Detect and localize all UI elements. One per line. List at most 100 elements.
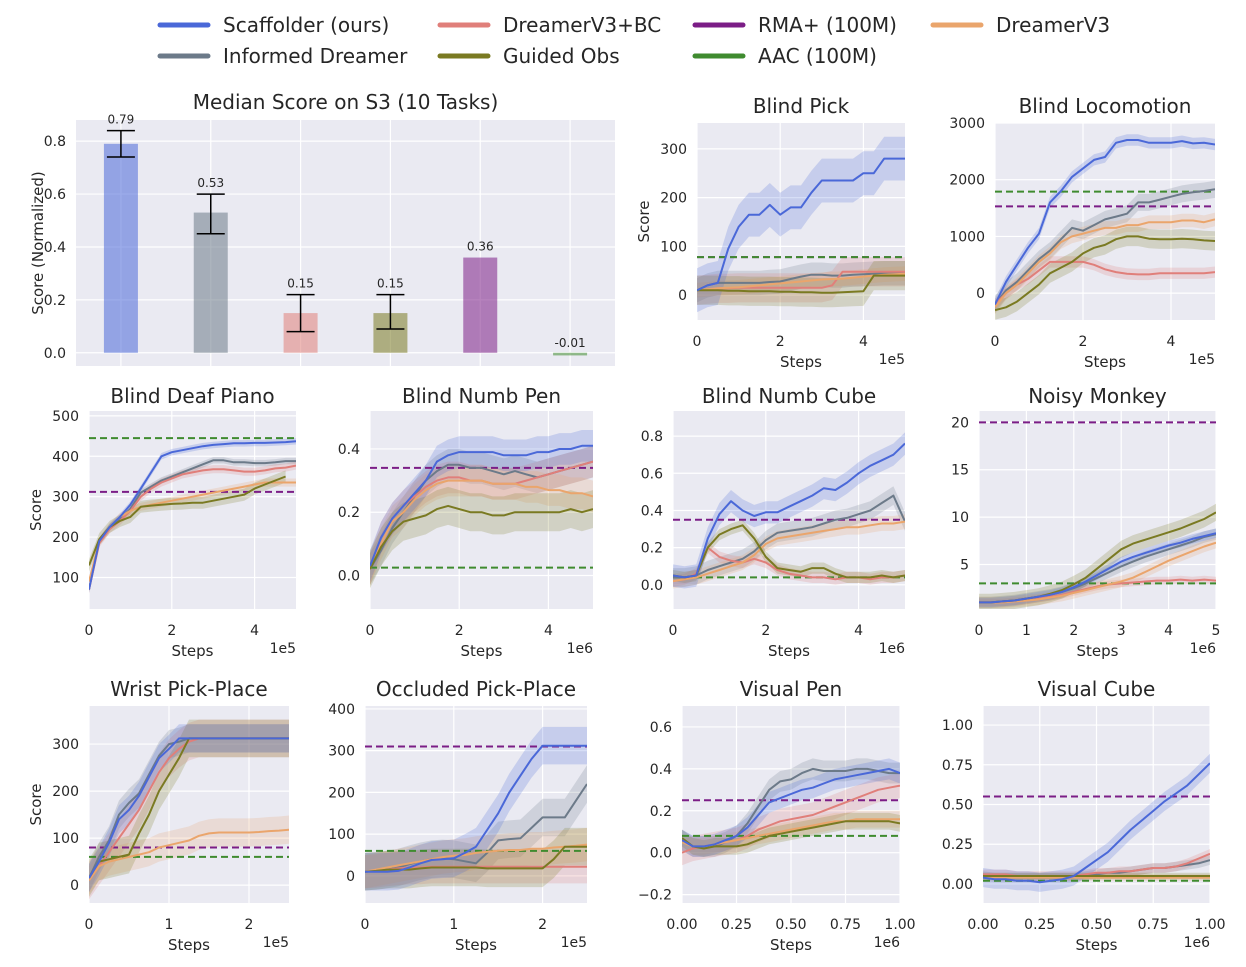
y-tick-label: −0.2	[638, 888, 672, 904]
y-tick-label: 300	[52, 737, 79, 753]
y-tick-label: 0	[976, 286, 985, 302]
y-tick-label: 0.75	[942, 758, 973, 774]
x-axis-label: Steps	[770, 936, 812, 954]
x-multiplier: 1e6	[879, 641, 906, 657]
x-tick-label: 2	[761, 623, 770, 639]
bar-scaffolder	[103, 143, 138, 353]
x-multiplier: 1e6	[1190, 641, 1217, 657]
confidence-band-bc	[365, 850, 587, 889]
x-tick-label: 0	[975, 623, 984, 639]
x-tick-label: 0.25	[1024, 917, 1055, 933]
y-tick-label: 1000	[949, 229, 985, 245]
panel-title: Blind Numb Pen	[402, 384, 561, 408]
series-line-guided	[370, 504, 593, 570]
panel-title: Visual Cube	[1038, 677, 1156, 701]
confidence-band-dv3	[365, 827, 587, 889]
legend-label: Informed Dreamer	[223, 44, 408, 68]
x-tick-label: 3	[1117, 623, 1126, 639]
x-multiplier: 1e6	[1184, 935, 1211, 951]
series-line-guided	[673, 524, 905, 579]
confidence-band-scaffolder	[979, 528, 1216, 608]
x-tick-label: 5	[1212, 623, 1221, 639]
y-tick-label: 10	[951, 510, 969, 526]
confidence-band-guided	[89, 719, 289, 897]
panel-blind-numb-cube: Blind Numb Cube 0.0 0.2 0.4 0.6 0.8 0 2 4 Steps 1e…	[641, 384, 905, 660]
bar-rma	[463, 257, 498, 353]
series-line-guided	[89, 475, 286, 566]
panel-noisy-monkey: Noisy Monkey 5 10 15 20 0 1 2 3 4 5 Steps 1e6	[951, 384, 1220, 660]
y-tick-label: 1.00	[942, 718, 973, 734]
y-tick-label: 100	[328, 827, 355, 843]
x-axis-label: Steps	[168, 936, 210, 954]
y-tick-label: 0	[678, 288, 687, 304]
x-tick-label: 0	[361, 917, 370, 933]
legend-label: Scaffolder (ours)	[223, 13, 389, 37]
x-axis-label: Steps	[1084, 353, 1126, 371]
series-line-dv3	[370, 479, 593, 570]
confidence-band-guided	[697, 261, 905, 308]
y-tick-label: 0.8	[44, 134, 66, 150]
y-tick-label: 300	[660, 142, 687, 158]
x-tick-label: 0	[85, 917, 94, 933]
series-line-informed	[365, 783, 587, 873]
y-tick-label: 100	[52, 831, 79, 847]
bar-value-label: -0.01	[555, 336, 586, 350]
series-line-guided	[697, 274, 905, 294]
plot-background	[89, 411, 296, 609]
bar-informed	[193, 212, 228, 353]
bar-aac	[553, 352, 588, 356]
y-tick-label: 200	[660, 191, 687, 207]
series-line-scaffolder	[89, 737, 289, 879]
x-tick-label: 4	[854, 623, 863, 639]
x-tick-label: 0.00	[666, 917, 697, 933]
panel-blind-numb-pen: Blind Numb Pen 0.0 0.2 0.4 0 2 4 Steps 1e6	[338, 384, 593, 660]
x-tick-label: 0	[693, 334, 702, 350]
y-tick-label: 0.2	[338, 505, 360, 521]
y-tick-label: 200	[328, 785, 355, 801]
y-tick-label: 0.4	[641, 503, 663, 519]
bar-value-label: 0.15	[377, 277, 404, 291]
x-tick-label: 2	[245, 917, 254, 933]
x-tick-label: 0	[85, 623, 94, 639]
x-tick-label: 0.50	[1081, 917, 1112, 933]
confidence-band-bc	[983, 849, 1210, 881]
series-line-scaffolder	[89, 440, 296, 590]
y-tick-label: 300	[328, 744, 355, 760]
legend-label: RMA+ (100M)	[758, 13, 897, 37]
y-tick-label: 0.2	[650, 804, 672, 820]
series-line-dv3	[89, 828, 289, 881]
x-multiplier: 1e5	[1189, 352, 1215, 368]
legend: Scaffolder (ours) DreamerV3+BC RMA+ (100M)…	[157, 13, 1110, 68]
x-axis-label: Steps	[768, 642, 810, 660]
confidence-band-guided	[979, 503, 1216, 609]
series-line-bc	[89, 464, 296, 590]
y-tick-label: 300	[52, 490, 79, 506]
y-tick-label: 500	[52, 409, 79, 425]
x-tick-label: 2	[1079, 334, 1088, 350]
panel-blind-deaf-piano: Blind Deaf Piano 100 200 300 400 500 Score 0 2 4 S…	[27, 384, 296, 660]
panel-title: Blind Deaf Piano	[110, 384, 274, 408]
series-line-scaffolder	[673, 442, 905, 579]
y-axis-label: Score	[27, 489, 45, 531]
x-tick-label: 0.25	[721, 917, 752, 933]
plot-area	[979, 421, 1216, 609]
x-tick-label: 4	[544, 623, 553, 639]
x-tick-label: 0.75	[1138, 917, 1169, 933]
x-tick-label: 0.50	[775, 917, 806, 933]
confidence-band-dv3	[89, 478, 296, 586]
y-tick-label: 0.4	[44, 240, 66, 256]
y-axis-label: Score (Normalized)	[29, 171, 47, 315]
x-tick-label: 2	[167, 623, 176, 639]
bar-value-label: 0.15	[287, 277, 314, 291]
legend-item-rma: RMA+ (100M)	[692, 13, 897, 37]
legend-item-bc: DreamerV3+BC	[437, 13, 661, 37]
x-tick-label: 1	[1022, 623, 1031, 639]
y-tick-label: 0.00	[942, 877, 973, 893]
x-multiplier: 1e5	[561, 935, 587, 951]
panel-title: Wrist Pick-Place	[110, 677, 267, 701]
panel-title: Occluded Pick-Place	[376, 677, 576, 701]
bar-value-label: 0.53	[197, 176, 224, 190]
series-line-dv3	[365, 843, 587, 873]
x-axis-label: Steps	[461, 642, 503, 660]
